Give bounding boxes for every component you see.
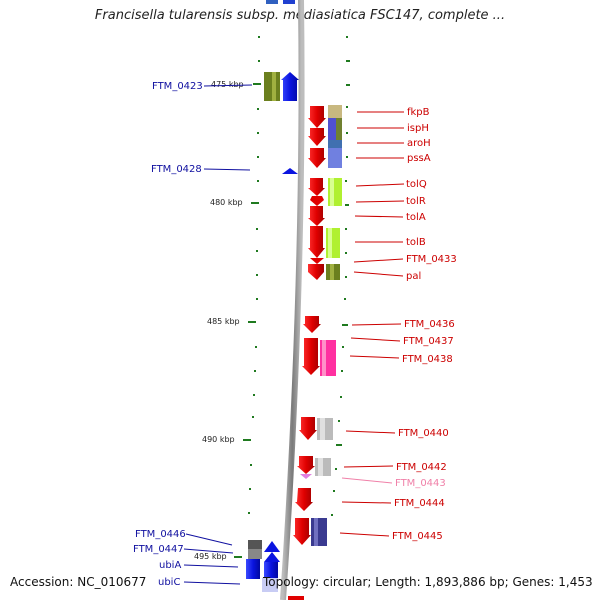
gene-label-tolB: tolB xyxy=(406,237,426,248)
feature-block xyxy=(266,0,278,4)
gene-label-FTM_0445: FTM_0445 xyxy=(392,531,443,542)
gene-label-FTM_0446: FTM_0446 xyxy=(135,529,186,540)
gene-label-FTM_0440: FTM_0440 xyxy=(398,428,449,439)
scale-label-495: 495 kbp xyxy=(194,552,227,561)
gene-label-FTM_0428: FTM_0428 xyxy=(151,164,202,175)
gene-label-pal: pal xyxy=(406,271,421,282)
minus-strand-features xyxy=(246,72,299,592)
gene-label-FTM_0436: FTM_0436 xyxy=(404,319,455,330)
plus-strand-features xyxy=(288,105,342,600)
gene-label-tolA: tolA xyxy=(406,212,426,223)
gene-label-tolQ: tolQ xyxy=(406,179,427,190)
scale-label-485: 485 kbp xyxy=(207,317,240,326)
scale-label-480: 480 kbp xyxy=(210,198,243,207)
gene-label-ubiC: ubiC xyxy=(158,577,180,588)
left-gene-labels: FTM_0423 FTM_0428 FTM_0446 FTM_0447 ubiA… xyxy=(133,81,253,588)
gene-label-FTM_0443: FTM_0443 xyxy=(395,478,446,489)
gene-label-fkpB: fkpB xyxy=(407,107,430,118)
topology-text: Topology: circular; Length: 1,893,886 bp… xyxy=(263,575,593,589)
gene-label-FTM_0444: FTM_0444 xyxy=(394,498,445,509)
gene-label-FTM_0423: FTM_0423 xyxy=(152,81,203,92)
gene-label-ispH: ispH xyxy=(407,123,429,134)
gene-label-FTM_0438: FTM_0438 xyxy=(402,354,453,365)
left-tick-marks xyxy=(248,36,260,514)
scale-label-475: 475 kbp xyxy=(211,80,244,89)
genome-backbone xyxy=(280,0,305,600)
gene-label-aroH: aroH xyxy=(407,138,431,149)
right-gene-labels: fkpB ispH aroH pssA tolQ tolR tolA tolB … xyxy=(339,107,457,542)
gene-label-FTM_0433: FTM_0433 xyxy=(406,254,457,265)
gene-label-FTM_0447: FTM_0447 xyxy=(133,544,184,555)
right-tick-marks xyxy=(331,36,350,516)
gene-label-pssA: pssA xyxy=(407,153,431,164)
gene-label-tolR: tolR xyxy=(406,196,426,207)
gene-label-ubiA: ubiA xyxy=(159,560,181,571)
accession-text: Accession: NC_010677 xyxy=(10,575,147,589)
scale-label-490: 490 kbp xyxy=(202,435,235,444)
scale-bar: 475 kbp 480 kbp 485 kbp 490 kbp 495 kbp xyxy=(194,80,261,561)
gene-label-FTM_0437: FTM_0437 xyxy=(403,336,454,347)
gene-label-FTM_0442: FTM_0442 xyxy=(396,462,447,473)
feature-block xyxy=(283,0,295,4)
